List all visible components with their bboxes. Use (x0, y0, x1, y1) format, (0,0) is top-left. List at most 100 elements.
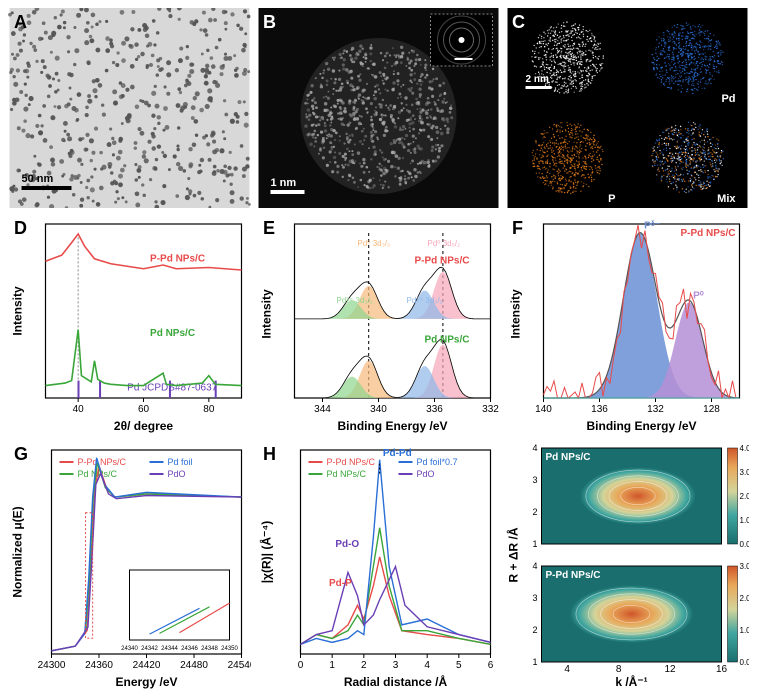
svg-text:3: 3 (532, 475, 537, 485)
svg-text:0.0: 0.0 (740, 540, 750, 549)
scale-label-b: 1 nm (271, 177, 297, 189)
panel-a-tem: A 50 nm (8, 8, 251, 208)
eds-maps: Pd P Mix 2 nm (506, 8, 749, 208)
svg-text:Binding Energy /eV: Binding Energy /eV (586, 419, 696, 433)
svg-text:24346: 24346 (181, 646, 198, 652)
svg-text:P⁰: P⁰ (693, 290, 704, 301)
panel-c-eds: C Pd P Mix 2 nm (506, 8, 749, 208)
svg-text:0: 0 (298, 660, 304, 671)
svg-text:3.0: 3.0 (740, 562, 750, 571)
svg-text:1: 1 (329, 660, 335, 671)
svg-text:Normalized μ(E): Normalized μ(E) (11, 506, 25, 597)
panel-b-hrtem: B 1 nm (257, 8, 500, 208)
svg-text:2.0: 2.0 (740, 492, 750, 501)
xanes-plot: 2430024360244202448024540Energy /eVNorma… (8, 440, 251, 690)
svg-text:24348: 24348 (201, 646, 218, 652)
svg-text:Pd NPs/C: Pd NPs/C (546, 452, 591, 463)
svg-text:P-Pd NPs/C: P-Pd NPs/C (546, 570, 601, 581)
panel-g-label: G (14, 444, 28, 465)
svg-text:P: P (608, 193, 615, 205)
svg-text:3: 3 (532, 593, 537, 603)
svg-text:332: 332 (482, 404, 499, 415)
svg-text:P-Pd NPs/C: P-Pd NPs/C (150, 253, 205, 264)
svg-text:Pd-Pd: Pd-Pd (383, 448, 412, 459)
svg-text:24540: 24540 (228, 660, 251, 671)
svg-text:Pd foil*0.7: Pd foil*0.7 (417, 457, 458, 467)
panel-b-label: B (263, 12, 276, 33)
svg-text:2: 2 (532, 507, 537, 517)
panel-i-wavelet: I 1234Pd NPs/C0.01.02.03.04.01234P-Pd NP… (506, 440, 749, 690)
panel-e-label: E (263, 218, 275, 239)
svg-text:Intensity: Intensity (11, 286, 25, 336)
svg-text:PdO: PdO (417, 469, 435, 479)
panel-f-xps-p: F 140136132128Binding Energy /eVIntensit… (506, 214, 749, 434)
panel-d-label: D (14, 218, 27, 239)
panel-h-exafs: H 0123456Radial distance /Å|χ(R)| (Å⁻⁴)P… (257, 440, 500, 690)
tem-image: 50 nm (8, 8, 251, 208)
svg-text:136: 136 (591, 404, 608, 415)
svg-text:2 nm: 2 nm (526, 74, 549, 85)
panel-c-label: C (512, 12, 525, 33)
svg-text:R + ΔR /Å: R + ΔR /Å (506, 527, 521, 582)
svg-text:P-Pd NPs/C: P-Pd NPs/C (680, 228, 735, 239)
panel-i-label: I (512, 444, 517, 465)
svg-text:Radial distance /Å: Radial distance /Å (344, 674, 448, 689)
xps-pd-plot: 344340336332Binding Energy /eVIntensityP… (257, 214, 500, 434)
svg-text:Pd foil: Pd foil (168, 457, 193, 467)
svg-text:Pd²⁺ 3d₅/₂: Pd²⁺ 3d₅/₂ (407, 296, 443, 305)
svg-text:Pd: Pd (721, 93, 735, 105)
svg-text:Pd-P: Pd-P (329, 578, 352, 589)
svg-text:2.0: 2.0 (740, 594, 750, 603)
svg-text:k /Å⁻¹: k /Å⁻¹ (615, 674, 647, 689)
svg-text:24480: 24480 (180, 660, 208, 671)
svg-text:24300: 24300 (38, 660, 66, 671)
svg-text:Pd JCPDS#87-0637: Pd JCPDS#87-0637 (127, 383, 217, 394)
scale-label-a: 50 nm (22, 173, 54, 185)
svg-text:PdO: PdO (168, 469, 186, 479)
panel-h-label: H (263, 444, 276, 465)
svg-text:Pd⁰ 3d₃/₂: Pd⁰ 3d₃/₂ (358, 239, 391, 248)
svg-text:Intensity: Intensity (260, 289, 274, 339)
svg-text:16: 16 (716, 664, 728, 675)
svg-text:1: 1 (532, 657, 537, 667)
svg-text:80: 80 (203, 404, 215, 415)
svg-text:P-Pd NPs/C: P-Pd NPs/C (78, 457, 127, 467)
panel-g-xanes: G 2430024360244202448024540Energy /eVNor… (8, 440, 251, 690)
svg-text:1.0: 1.0 (740, 626, 750, 635)
svg-text:4: 4 (532, 443, 537, 453)
xps-p-plot: 140136132128Binding Energy /eVIntensityP… (506, 214, 749, 434)
hrtem-image: 1 nm (257, 8, 500, 208)
svg-text:4: 4 (564, 664, 570, 675)
svg-text:2: 2 (532, 625, 537, 635)
svg-text:344: 344 (314, 404, 331, 415)
svg-text:Pd NPs/C: Pd NPs/C (424, 335, 469, 346)
svg-text:2θ/ degree: 2θ/ degree (114, 419, 174, 433)
svg-text:Binding Energy /eV: Binding Energy /eV (337, 419, 447, 433)
svg-text:1: 1 (532, 539, 537, 549)
xrd-plot: 4060802θ/ degreeIntensityPd JCPDS#87-063… (8, 214, 251, 434)
svg-text:24344: 24344 (161, 646, 178, 652)
svg-text:Intensity: Intensity (509, 289, 523, 339)
svg-text:24350: 24350 (221, 646, 238, 652)
svg-text:P-Pd NPs/C: P-Pd NPs/C (414, 256, 469, 267)
svg-text:Pᵟ⁻: Pᵟ⁻ (644, 221, 660, 232)
svg-text:Mix: Mix (717, 193, 736, 205)
svg-text:|χ(R)| (Å⁻⁴): |χ(R)| (Å⁻⁴) (259, 521, 274, 584)
svg-text:3.0: 3.0 (740, 468, 750, 477)
svg-text:24420: 24420 (133, 660, 161, 671)
svg-text:Pd²⁺ 3d₃/₂: Pd²⁺ 3d₃/₂ (337, 296, 373, 305)
svg-text:4: 4 (424, 660, 430, 671)
wavelet-plot: 1234Pd NPs/C0.01.02.03.04.01234P-Pd NPs/… (506, 440, 749, 690)
svg-text:2: 2 (361, 660, 367, 671)
svg-text:6: 6 (488, 660, 494, 671)
svg-text:5: 5 (456, 660, 462, 671)
panel-e-xps: E 344340336332Binding Energy /eVIntensit… (257, 214, 500, 434)
svg-text:Pd NPs/C: Pd NPs/C (327, 469, 367, 479)
svg-text:128: 128 (703, 404, 720, 415)
svg-text:4: 4 (532, 561, 537, 571)
svg-text:P-Pd NPs/C: P-Pd NPs/C (327, 457, 376, 467)
svg-text:0.0: 0.0 (740, 658, 750, 667)
svg-text:Pd-O: Pd-O (335, 539, 359, 550)
svg-text:Pd NPs/C: Pd NPs/C (150, 328, 195, 339)
svg-text:132: 132 (647, 404, 664, 415)
